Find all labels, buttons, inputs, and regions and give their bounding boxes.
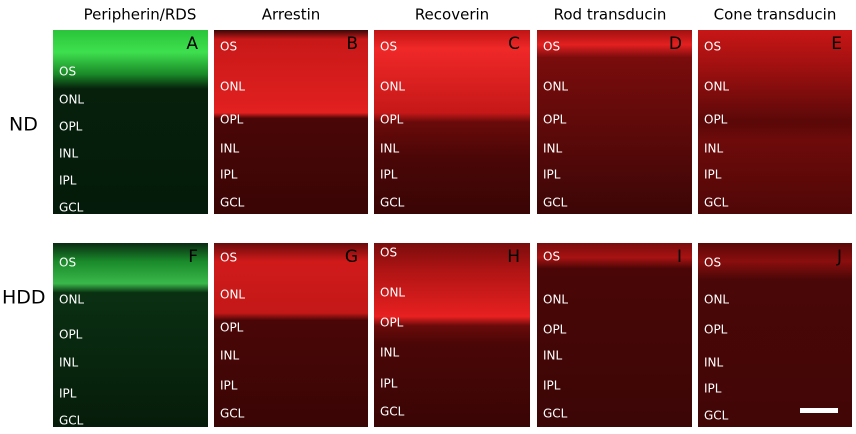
micrograph-panel [214, 243, 368, 427]
layer-label: OS [704, 40, 721, 54]
row-label: ND [9, 114, 38, 136]
scale-bar [800, 408, 838, 413]
layer-label: ONL [704, 293, 729, 307]
layer-label: IPL [59, 174, 77, 188]
layer-label: OPL [59, 328, 83, 342]
layer-label: OS [59, 256, 76, 270]
layer-label: INL [704, 356, 724, 370]
layer-label: IPL [704, 382, 722, 396]
layer-label: GCL [59, 201, 84, 215]
micrograph-panel [537, 30, 692, 214]
row-label: HDD [2, 287, 46, 309]
layer-label: GCL [59, 414, 84, 428]
layer-label: GCL [220, 407, 245, 421]
layer-label: ONL [59, 93, 84, 107]
layer-label: OS [59, 65, 76, 79]
layer-label: ONL [220, 80, 245, 94]
layer-label: ONL [59, 293, 84, 307]
micrograph-panel [53, 243, 208, 427]
layer-label: OS [220, 40, 237, 54]
column-header: Peripherin/RDS [84, 6, 197, 24]
column-header: Arrestin [262, 6, 321, 24]
panel-letter: B [346, 34, 358, 54]
layer-label: OS [543, 40, 560, 54]
layer-label: GCL [380, 405, 405, 419]
layer-label: GCL [704, 196, 729, 210]
layer-label: INL [220, 142, 240, 156]
panel-letter: J [836, 247, 842, 267]
column-header: Cone transducin [714, 6, 837, 24]
layer-label: IPL [543, 379, 561, 393]
panel-letter: E [831, 34, 842, 54]
layer-label: ONL [220, 288, 245, 302]
layer-label: OS [543, 250, 560, 264]
panel-letter: H [507, 247, 520, 267]
column-header: Rod transducin [554, 6, 667, 24]
layer-label: OS [220, 251, 237, 265]
layer-label: ONL [380, 80, 405, 94]
layer-label: GCL [543, 407, 568, 421]
layer-label: OPL [380, 316, 404, 330]
layer-label: INL [59, 147, 79, 161]
panel-letter: I [677, 247, 682, 267]
layer-label: IPL [704, 168, 722, 182]
layer-label: OPL [543, 323, 567, 337]
layer-label: INL [543, 349, 563, 363]
micrograph-panel [374, 30, 530, 214]
layer-label: OPL [220, 113, 244, 127]
panel-letter: C [508, 34, 520, 54]
layer-label: IPL [543, 168, 561, 182]
column-header: Recoverin [415, 6, 489, 24]
layer-label: IPL [220, 379, 238, 393]
layer-label: GCL [380, 196, 405, 210]
micrograph-panel [698, 243, 852, 427]
layer-label: INL [543, 142, 563, 156]
layer-label: INL [220, 349, 240, 363]
layer-label: OPL [59, 120, 83, 134]
layer-label: OS [704, 256, 721, 270]
layer-label: INL [380, 346, 400, 360]
layer-label: ONL [543, 293, 568, 307]
layer-label: OPL [220, 321, 244, 335]
panel-letter: G [345, 247, 358, 267]
layer-label: INL [380, 142, 400, 156]
layer-label: ONL [704, 80, 729, 94]
micrograph-panel [214, 30, 368, 214]
layer-label: OPL [543, 113, 567, 127]
layer-label: OS [380, 246, 397, 260]
layer-label: GCL [543, 196, 568, 210]
layer-label: OPL [704, 113, 728, 127]
layer-label: OPL [704, 323, 728, 337]
layer-label: IPL [59, 387, 77, 401]
layer-label: OS [380, 40, 397, 54]
layer-label: GCL [220, 196, 245, 210]
micrograph-panel [374, 243, 530, 427]
layer-label: INL [59, 356, 79, 370]
micrograph-panel [537, 243, 692, 427]
layer-label: OPL [380, 113, 404, 127]
layer-label: IPL [220, 168, 238, 182]
panel-letter: D [669, 34, 682, 54]
layer-label: IPL [380, 168, 398, 182]
layer-label: ONL [380, 286, 405, 300]
layer-label: ONL [543, 80, 568, 94]
panel-letter: F [188, 247, 198, 267]
layer-label: INL [704, 142, 724, 156]
panel-letter: A [186, 34, 198, 54]
layer-label: GCL [704, 409, 729, 423]
micrograph-panel [53, 30, 208, 214]
layer-label: IPL [380, 377, 398, 391]
micrograph-panel [698, 30, 852, 214]
